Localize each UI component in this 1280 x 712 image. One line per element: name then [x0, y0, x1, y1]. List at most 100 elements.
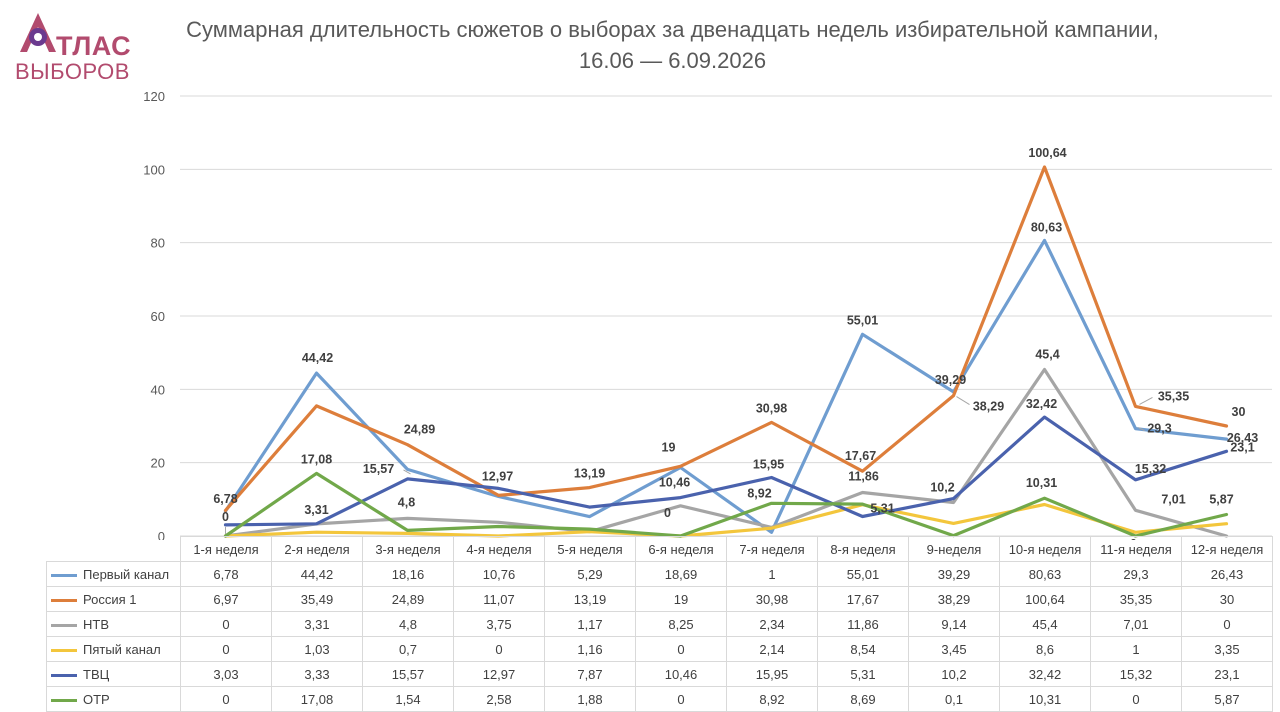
- category-label: 4-я неделя: [453, 536, 545, 562]
- series-line: [223, 165, 1229, 512]
- table-row: ТВЦ 3,03 3,33 15,57 12,97 7,87 10,46 15,95 5,31 1…: [46, 661, 1273, 687]
- data-label: 29,3: [1147, 422, 1171, 436]
- series-line: [223, 471, 1229, 538]
- series-name: Первый канал: [83, 566, 170, 582]
- table-row: ОТР 0 17,08 1,54 2,58 1,88 0 8,92 8,69 0,1 10,31 0 5…: [46, 686, 1273, 712]
- table-cell: 30: [1181, 586, 1273, 612]
- table-header-row: 1-я неделя 2-я неделя 3-я неделя 4-я неделя…: [46, 536, 1273, 562]
- table-cell: 1,03: [271, 636, 363, 662]
- table-cell: 2,34: [726, 611, 818, 637]
- chart-title: Суммарная длительность сюжетов о выборах…: [186, 17, 1159, 73]
- table-cell: 10,76: [453, 561, 545, 587]
- legend-entry: ОТР: [46, 686, 181, 712]
- table-cell: 7,87: [544, 661, 636, 687]
- data-label: 35,35: [1158, 389, 1189, 403]
- table-cell: 0: [453, 636, 545, 662]
- table-cell: 10,46: [635, 661, 727, 687]
- series-name: Россия 1: [83, 591, 137, 607]
- label-leaders: [225, 396, 1153, 534]
- table-cell: 1: [1090, 636, 1182, 662]
- table-cell: 4,8: [362, 611, 454, 637]
- data-label: 5,31: [870, 502, 894, 516]
- data-label: 100,64: [1028, 146, 1066, 160]
- y-tick-label: 40: [151, 382, 165, 397]
- data-label: 55,01: [847, 313, 878, 327]
- table-cell: 18,69: [635, 561, 727, 587]
- table-cell: 1: [726, 561, 818, 587]
- logo: ТЛАС ВЫБОРОВ: [14, 10, 154, 85]
- legend-key: [51, 673, 77, 677]
- table-cell: 8,6: [999, 636, 1091, 662]
- legend-entry: НТВ: [46, 611, 181, 637]
- table-cell: 1,54: [362, 686, 454, 712]
- legend-key: [51, 698, 77, 702]
- table-cell: 3,35: [1181, 636, 1273, 662]
- table-cell: 0: [180, 611, 272, 637]
- table-cell: 0,1: [908, 686, 1000, 712]
- table-cell: 35,49: [271, 586, 363, 612]
- table-cell: 18,16: [362, 561, 454, 587]
- series-lines: [223, 165, 1229, 538]
- legend-key: [51, 623, 77, 627]
- table-cell: 5,87: [1181, 686, 1273, 712]
- data-label: 23,1: [1230, 440, 1254, 454]
- table-cell: 11,07: [453, 586, 545, 612]
- table-cell: 17,08: [271, 686, 363, 712]
- legend-entry: Россия 1: [46, 586, 181, 612]
- data-label: 30,98: [756, 401, 787, 415]
- table-cell: 3,45: [908, 636, 1000, 662]
- category-label: 5-я неделя: [544, 536, 636, 562]
- table-cell: 44,42: [271, 561, 363, 587]
- data-label: 0: [222, 510, 229, 524]
- data-label: 45,4: [1035, 348, 1059, 362]
- data-label: 80,63: [1031, 220, 1062, 234]
- table-cell: 3,33: [271, 661, 363, 687]
- table-cell: 5,31: [817, 661, 909, 687]
- series-name: Пятый канал: [83, 641, 161, 657]
- table-cell: 3,03: [180, 661, 272, 687]
- category-label: 3-я неделя: [362, 536, 454, 562]
- table-cell: 11,86: [817, 611, 909, 637]
- table-cell: 100,64: [999, 586, 1091, 612]
- table-cell: 9,14: [908, 611, 1000, 637]
- y-tick-label: 100: [143, 162, 165, 177]
- table-cell: 12,97: [453, 661, 545, 687]
- table-row: Россия 1 6,97 35,49 24,89 11,07 13,19 19 30,98 1…: [46, 586, 1273, 612]
- category-label: 6-я неделя: [635, 536, 727, 562]
- table-cell: 0: [635, 636, 727, 662]
- series-name: ОТР: [83, 691, 110, 707]
- table-cell: 38,29: [908, 586, 1000, 612]
- y-tick-label: 0: [158, 529, 165, 540]
- table-cell: 8,92: [726, 686, 818, 712]
- table-cell: 15,32: [1090, 661, 1182, 687]
- category-label: 9-неделя: [908, 536, 1000, 562]
- table-row: Пятый канал 0 1,03 0,7 0 1,16 0 2,14 8,54 3,45 8,6…: [46, 636, 1273, 662]
- data-label: 32,42: [1026, 397, 1057, 411]
- data-label: 12,97: [482, 469, 513, 483]
- table-cell: 0: [180, 686, 272, 712]
- data-label: 17,67: [845, 449, 876, 463]
- table-cell: 55,01: [817, 561, 909, 587]
- table-cell: 0: [180, 636, 272, 662]
- table-cell: 30,98: [726, 586, 818, 612]
- label-leader-line: [1139, 396, 1153, 405]
- table-cell: 0: [635, 686, 727, 712]
- table-cell: 5,29: [544, 561, 636, 587]
- category-label: 7-я неделя: [726, 536, 818, 562]
- series-line: [223, 238, 1229, 534]
- table-cell: 39,29: [908, 561, 1000, 587]
- logo-icon: [20, 13, 56, 52]
- table-cell: 29,3: [1090, 561, 1182, 587]
- logo-subtext: ВЫБОРОВ: [15, 59, 130, 84]
- table-corner: [46, 536, 181, 562]
- table-cell: 6,78: [180, 561, 272, 587]
- table-cell: 15,95: [726, 661, 818, 687]
- data-label: 3,31: [304, 503, 328, 517]
- category-label: 11-я неделя: [1090, 536, 1182, 562]
- table-cell: 2,58: [453, 686, 545, 712]
- table-cell: 0: [1181, 611, 1273, 637]
- data-label: 15,32: [1135, 462, 1166, 476]
- legend-entry: ТВЦ: [46, 661, 181, 687]
- y-tick-label: 20: [151, 456, 165, 471]
- legend-entry: Первый канал: [46, 561, 181, 587]
